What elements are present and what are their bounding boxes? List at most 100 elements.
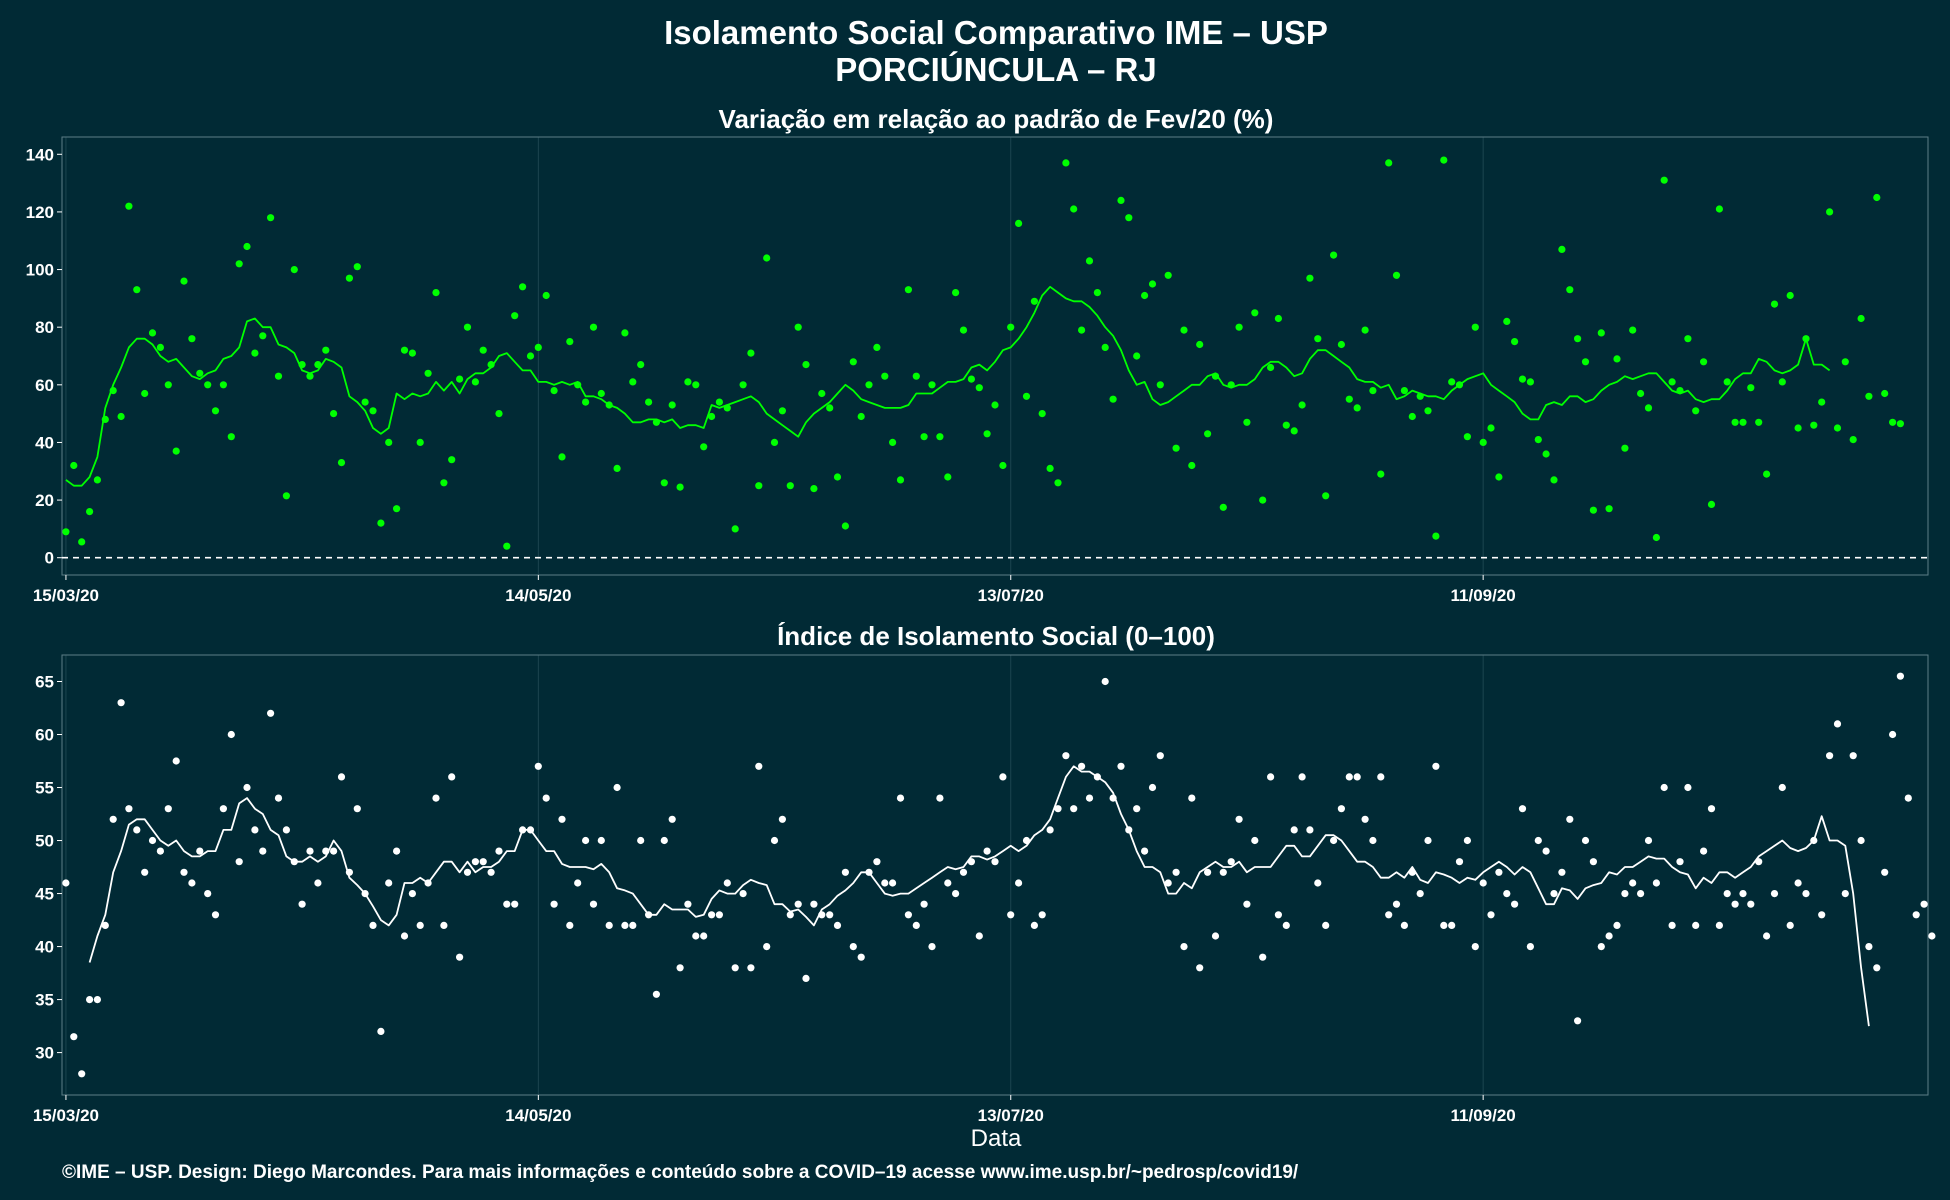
- data-point: [1621, 444, 1629, 452]
- data-point: [833, 473, 842, 481]
- data-point: [306, 372, 314, 380]
- data-point: [243, 783, 251, 792]
- data-point: [896, 476, 905, 484]
- data-point: [1526, 943, 1534, 951]
- data-point: [211, 911, 220, 919]
- data-point: [1204, 868, 1212, 876]
- data-point: [1377, 470, 1385, 478]
- data-point: [93, 476, 101, 484]
- data-point: [574, 381, 582, 389]
- data-point: [794, 323, 802, 331]
- data-point: [1574, 335, 1582, 343]
- data-point: [1322, 492, 1330, 500]
- data-point: [1330, 251, 1338, 259]
- data-point: [1471, 943, 1479, 951]
- data-point: [1865, 943, 1873, 951]
- data-point: [1849, 436, 1857, 444]
- data-point: [526, 352, 535, 360]
- data-point: [1070, 205, 1078, 213]
- data-point: [692, 381, 700, 389]
- data-point: [1274, 314, 1282, 323]
- data-point: [952, 890, 960, 898]
- data-point: [353, 263, 361, 271]
- data-point: [881, 879, 889, 887]
- data-point: [1101, 343, 1109, 351]
- data-point: [1148, 783, 1157, 792]
- data-point: [621, 921, 629, 930]
- data-point: [479, 346, 487, 354]
- data-point: [1896, 420, 1904, 428]
- data-point: [731, 964, 739, 972]
- panel-top-title: Variação em relação ao padrão de Fev/20 …: [719, 104, 1274, 134]
- data-point: [1495, 473, 1503, 481]
- data-point: [361, 890, 369, 898]
- data-point: [1054, 805, 1062, 813]
- data-point: [456, 375, 464, 383]
- data-point: [1078, 762, 1086, 770]
- data-point: [952, 289, 960, 297]
- data-point: [1715, 205, 1723, 213]
- data-point: [432, 794, 440, 802]
- data-point: [708, 911, 716, 919]
- data-point: [227, 730, 235, 739]
- data-point: [1353, 404, 1361, 412]
- data-point: [1361, 326, 1369, 334]
- data-point: [1282, 921, 1290, 930]
- data-point: [542, 291, 550, 300]
- data-point: [1455, 858, 1464, 866]
- y-tick-label: 20: [35, 491, 54, 510]
- data-point: [1621, 890, 1629, 898]
- data-point: [148, 836, 157, 845]
- data-point: [1763, 932, 1771, 940]
- data-point: [1172, 444, 1180, 452]
- y-tick-label: 60: [35, 376, 54, 395]
- data-point: [1448, 378, 1456, 386]
- data-point: [770, 438, 779, 446]
- data-point: [1463, 836, 1471, 845]
- data-point: [1613, 921, 1621, 930]
- data-point: [1684, 335, 1692, 343]
- data-point: [1826, 752, 1834, 760]
- data-point: [810, 900, 818, 908]
- data-point: [582, 398, 590, 406]
- data-point: [1408, 868, 1416, 876]
- x-axis-label: Data: [971, 1125, 1022, 1152]
- data-point: [117, 699, 125, 707]
- data-point: [180, 868, 188, 876]
- data-point: [1684, 783, 1692, 792]
- data-point: [574, 879, 582, 887]
- data-point: [1873, 964, 1881, 972]
- data-point: [1274, 911, 1282, 919]
- data-point: [1141, 847, 1149, 855]
- data-point: [1503, 317, 1511, 325]
- x-tick-label: 15/03/20: [33, 586, 99, 605]
- data-point: [1400, 387, 1408, 395]
- data-point: [991, 858, 999, 866]
- data-point: [1424, 407, 1432, 415]
- data-point: [219, 381, 227, 389]
- data-point: [747, 349, 755, 357]
- data-point: [991, 401, 999, 409]
- data-point: [1534, 836, 1542, 845]
- data-point: [1416, 392, 1424, 400]
- data-point: [1912, 911, 1920, 919]
- data-point: [660, 836, 668, 845]
- data-point: [1574, 1017, 1582, 1025]
- data-point: [1125, 826, 1133, 834]
- chart-subtitle: PORCIÚNCULA – RJ: [835, 51, 1156, 88]
- x-tick-label: 13/07/20: [978, 1106, 1044, 1125]
- plot-frame: [61, 136, 1929, 576]
- data-point: [983, 430, 991, 438]
- data-point: [566, 921, 574, 930]
- data-point: [1062, 752, 1070, 760]
- data-point: [1188, 794, 1196, 802]
- data-point: [605, 921, 613, 930]
- data-point: [148, 329, 157, 337]
- data-point: [487, 868, 495, 876]
- data-point: [479, 858, 487, 866]
- data-point: [1219, 868, 1227, 876]
- data-point: [1770, 890, 1779, 898]
- panel-bottom-title: Índice de Isolamento Social (0–100): [777, 621, 1215, 651]
- data-point: [62, 879, 70, 887]
- y-tick-label: 100: [26, 261, 54, 280]
